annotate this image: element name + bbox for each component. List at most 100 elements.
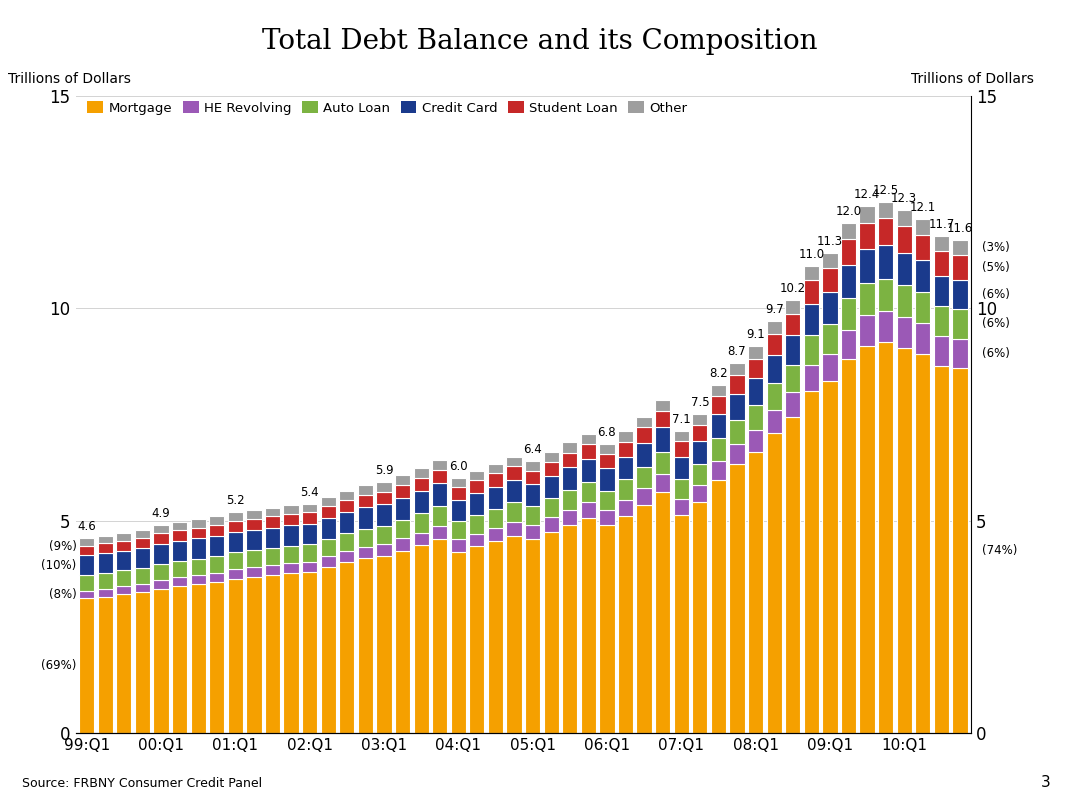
Bar [599, 510, 615, 525]
Bar [860, 346, 875, 733]
Bar [525, 485, 541, 506]
Bar [191, 520, 206, 528]
Bar [729, 465, 745, 733]
Bar [841, 223, 856, 239]
Bar [673, 499, 688, 515]
Legend: Mortgage, HE Revolving, Auto Loan, Credit Card, Student Loan, Other: Mortgage, HE Revolving, Auto Loan, Credi… [82, 96, 693, 120]
Bar [246, 530, 261, 551]
Bar [822, 253, 837, 268]
Bar [488, 508, 503, 528]
Bar [562, 524, 577, 733]
Bar [451, 540, 466, 552]
Bar [469, 547, 484, 733]
Bar [264, 508, 281, 516]
Bar [693, 414, 708, 425]
Bar [544, 461, 559, 476]
Bar [655, 474, 670, 492]
Bar [933, 336, 950, 366]
Bar [786, 392, 801, 417]
Text: Trillions of Dollars: Trillions of Dollars [9, 72, 132, 86]
Bar [804, 265, 819, 281]
Bar [915, 324, 930, 354]
Bar [655, 427, 670, 452]
Bar [655, 410, 670, 427]
Bar [953, 255, 968, 280]
Text: (3%): (3%) [982, 241, 1010, 254]
Bar [637, 466, 652, 488]
Bar [655, 399, 670, 410]
Text: 5.9: 5.9 [374, 465, 393, 477]
Bar [469, 481, 484, 493]
Bar [655, 492, 670, 733]
Bar [693, 441, 708, 464]
Text: 7.1: 7.1 [672, 414, 691, 426]
Bar [525, 471, 541, 485]
Bar [320, 518, 336, 539]
Bar [711, 396, 726, 414]
Bar [264, 565, 281, 575]
Text: 4.9: 4.9 [152, 507, 170, 520]
Bar [432, 506, 448, 526]
Bar [228, 579, 243, 733]
Bar [451, 552, 466, 733]
Bar [377, 526, 392, 544]
Bar [97, 573, 113, 589]
Bar [804, 365, 819, 391]
Bar [953, 339, 968, 368]
Text: (10%): (10%) [41, 559, 77, 571]
Text: (9%): (9%) [49, 540, 77, 553]
Bar [562, 453, 577, 467]
Bar [432, 526, 448, 539]
Bar [878, 312, 893, 343]
Bar [525, 506, 541, 525]
Bar [302, 572, 317, 733]
Bar [320, 497, 336, 506]
Bar [581, 482, 596, 502]
Bar [897, 317, 912, 348]
Bar [618, 500, 633, 516]
Bar [878, 245, 893, 279]
Bar [246, 551, 261, 567]
Bar [878, 218, 893, 245]
Text: 10.2: 10.2 [780, 281, 806, 295]
Bar [804, 391, 819, 733]
Bar [506, 536, 521, 733]
Bar [246, 567, 261, 577]
Bar [897, 210, 912, 226]
Bar [897, 226, 912, 253]
Bar [228, 552, 243, 569]
Bar [172, 530, 187, 541]
Bar [339, 563, 354, 733]
Bar [544, 517, 559, 532]
Bar [599, 454, 615, 469]
Bar [79, 545, 94, 556]
Bar [711, 461, 726, 480]
Bar [264, 528, 281, 548]
Bar [413, 477, 428, 491]
Bar [637, 505, 652, 733]
Bar [97, 553, 113, 573]
Bar [320, 556, 336, 567]
Bar [377, 505, 392, 526]
Bar [209, 582, 224, 733]
Bar [451, 521, 466, 540]
Bar [153, 563, 168, 580]
Bar [933, 366, 950, 733]
Text: 11.3: 11.3 [817, 235, 843, 248]
Bar [395, 485, 410, 497]
Bar [320, 539, 336, 556]
Bar [748, 379, 763, 405]
Bar [506, 480, 521, 502]
Bar [822, 382, 837, 733]
Text: (69%): (69%) [41, 659, 77, 673]
Bar [804, 281, 819, 304]
Bar [117, 571, 132, 586]
Bar [153, 525, 168, 533]
Bar [413, 532, 428, 545]
Bar [451, 500, 466, 521]
Bar [506, 466, 521, 480]
Bar [786, 364, 801, 392]
Bar [673, 515, 688, 733]
Bar [841, 330, 856, 359]
Text: 6.8: 6.8 [598, 426, 616, 439]
